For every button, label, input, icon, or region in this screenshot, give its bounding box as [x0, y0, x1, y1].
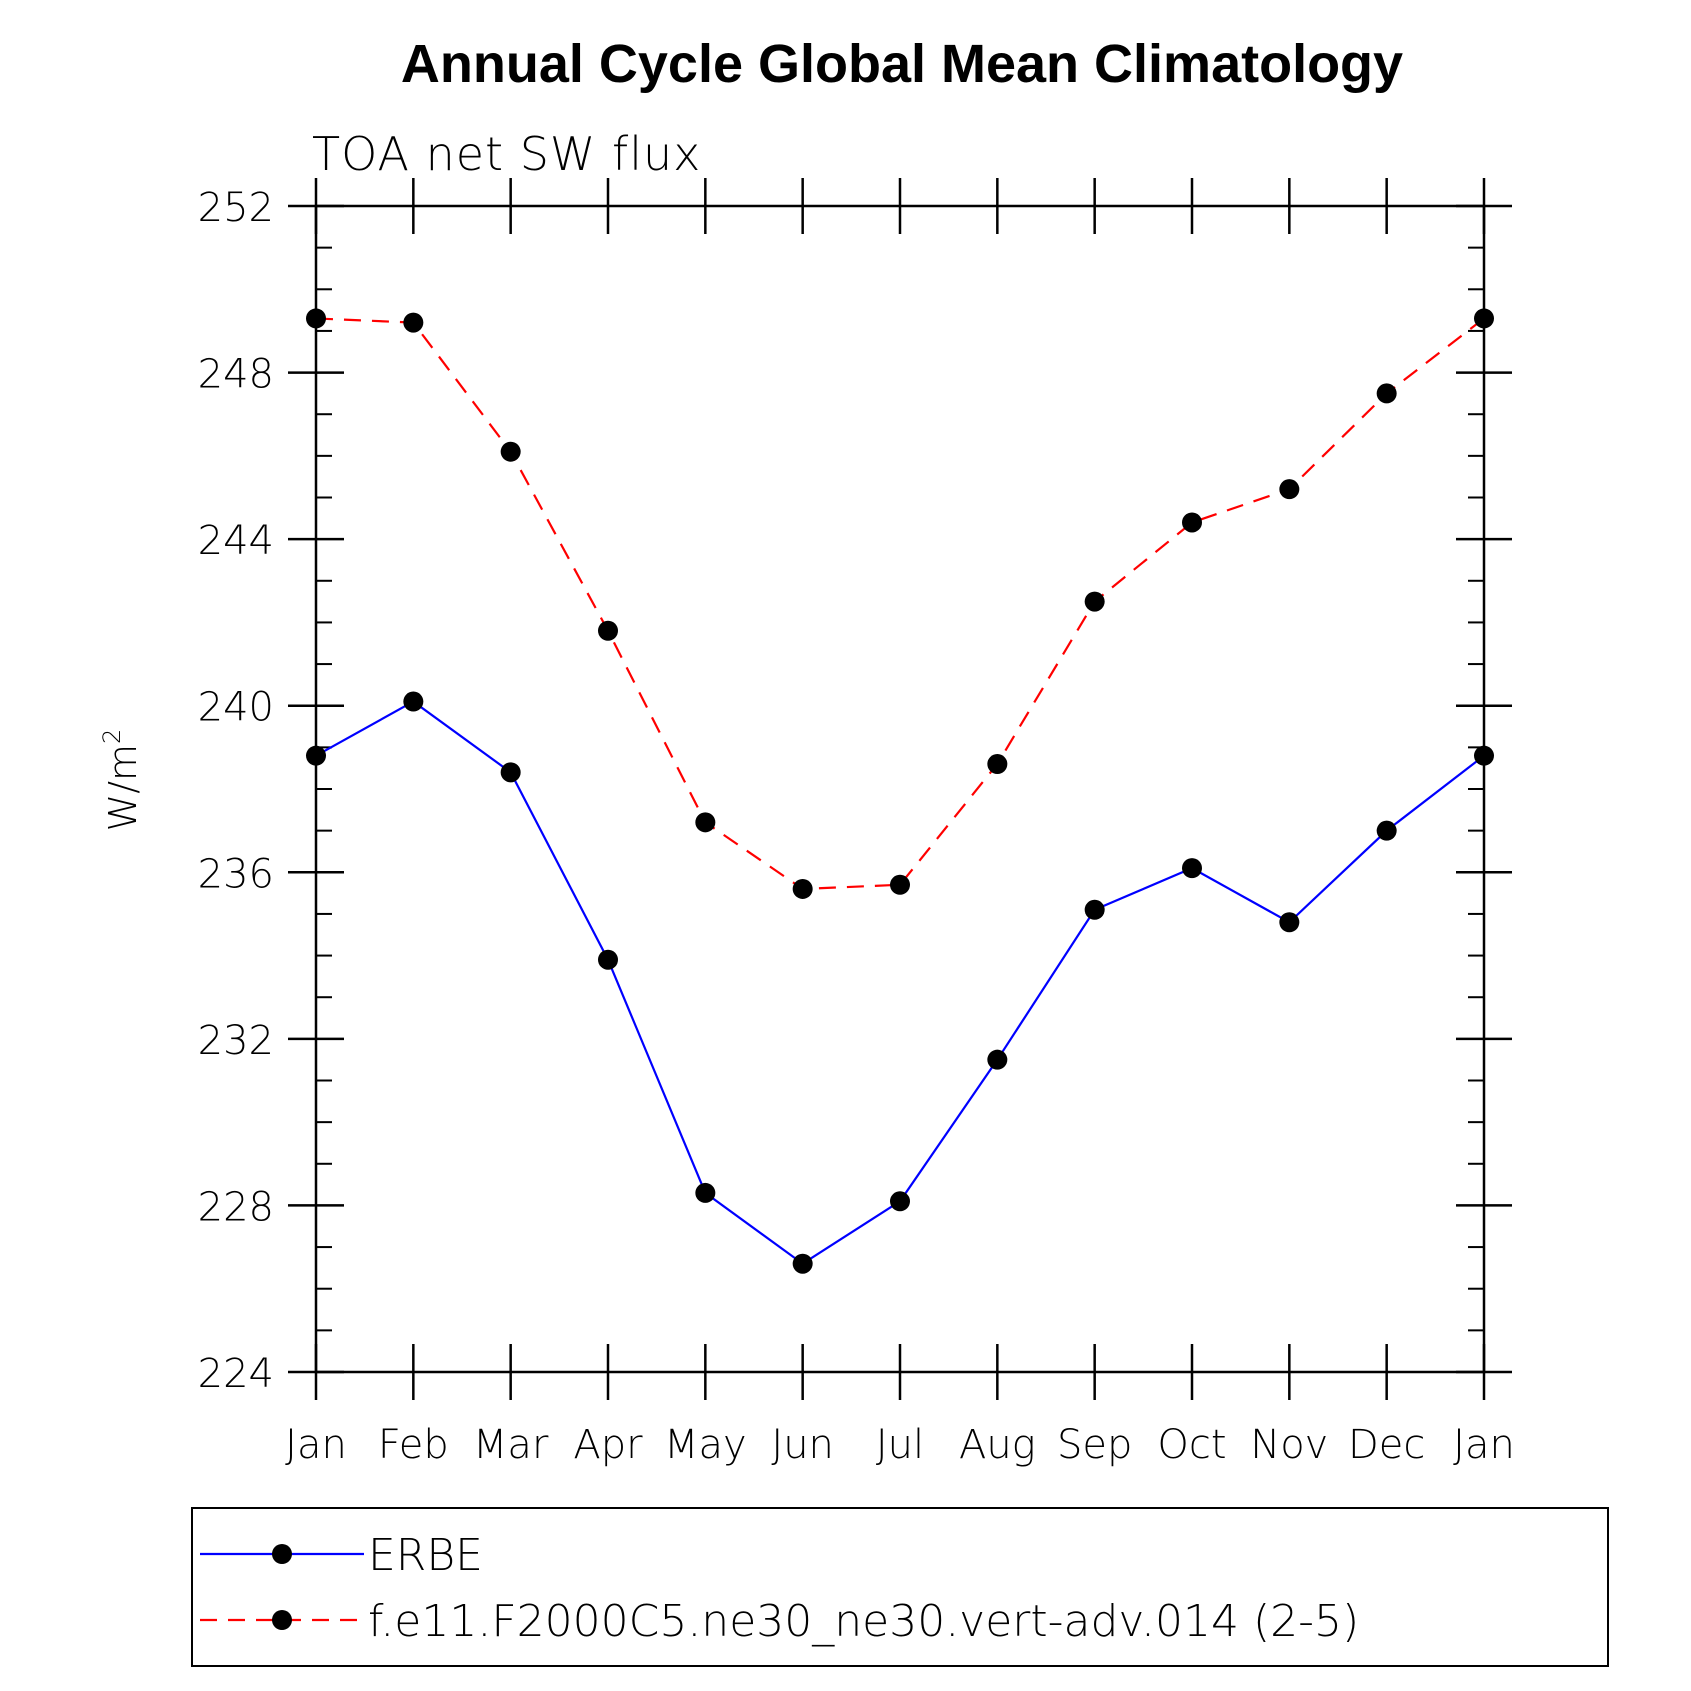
legend-box: [191, 1507, 1609, 1667]
y-tick-label-232: 232: [198, 1018, 274, 1064]
series-1-point-11: [1376, 383, 1397, 404]
plot-frame: [314, 204, 1486, 1374]
y-tick-label-240: 240: [198, 685, 274, 731]
x-tick-label-8: Sep: [1057, 1422, 1132, 1468]
y-tick-label-248: 248: [198, 352, 274, 398]
x-tick-label-10: Nov: [1250, 1422, 1328, 1468]
ticks-layer: [288, 178, 1512, 1400]
x-tick-labels: Jan Feb Mar Apr May Jun Jul Aug Sep Oct Nov Dec Jan: [285, 1422, 1515, 1468]
legend-label-erbe: ERBE: [368, 1530, 483, 1581]
y-tick-label-228: 228: [198, 1184, 274, 1230]
x-tick-label-0: Jan: [285, 1422, 347, 1468]
x-tick-label-9: Oct: [1157, 1422, 1226, 1468]
series-0-point-6: [890, 1191, 910, 1212]
series-1-point-1: [403, 312, 424, 333]
chart-title: Annual Cycle Global Mean Climatology: [401, 34, 1403, 94]
y-axis-label-text: W/m: [101, 744, 145, 831]
series-0-point-4: [695, 1182, 716, 1203]
series-0-point-2: [500, 762, 521, 783]
series-layer: [306, 308, 1494, 1274]
x-tick-label-4: May: [664, 1422, 747, 1468]
y-tick-label-236: 236: [198, 851, 274, 897]
series-1-point-10: [1279, 479, 1300, 500]
series-0-point-7: [987, 1049, 1008, 1070]
series-0-point-8: [1084, 899, 1105, 920]
series-1-point-5: [792, 878, 813, 899]
series-1-point-7: [987, 754, 1008, 775]
series-0-point-3: [598, 949, 618, 970]
x-tick-label-5: Jun: [771, 1422, 834, 1468]
y-axis-label-superscript: 2: [98, 729, 126, 744]
series-1-point-6: [890, 874, 910, 895]
legend-label-model: f.e11.F2000C5.ne30_ne30.vert-adv.014 (2-…: [368, 1596, 1359, 1647]
series-1-point-3: [598, 620, 618, 641]
series-1-point-9: [1182, 512, 1202, 533]
x-tick-label-12: Jan: [1453, 1422, 1515, 1468]
series-0-point-5: [792, 1253, 813, 1274]
y-tick-label-244: 244: [198, 518, 274, 564]
y-tick-label-252: 252: [198, 185, 274, 231]
x-tick-label-3: Apr: [573, 1422, 643, 1468]
chart-subtitle: TOA net SW flux: [312, 127, 701, 181]
legend: ERBE f.e11.F2000C5.ne30_ne30.vert-adv.01…: [191, 1507, 1609, 1667]
series-0-point-9: [1182, 858, 1202, 879]
series-line-1: [315, 317, 1485, 891]
x-tick-label-6: Jul: [876, 1422, 924, 1468]
y-tick-labels: 224 228 232 236 240 244 248 252: [198, 185, 274, 1397]
series-1-point-4: [695, 812, 716, 833]
x-tick-label-7: Aug: [959, 1422, 1036, 1468]
legend-marker-model: [272, 1610, 292, 1630]
y-axis-label: W/m2: [98, 729, 145, 832]
series-0-point-10: [1279, 912, 1300, 933]
series-line-0: [315, 700, 1485, 1266]
x-tick-label-1: Feb: [378, 1422, 449, 1468]
series-0-point-11: [1376, 820, 1397, 841]
x-tick-label-11: Dec: [1348, 1422, 1425, 1468]
x-tick-label-2: Mar: [473, 1422, 549, 1468]
series-1-point-8: [1084, 591, 1105, 612]
series-0-point-1: [403, 691, 424, 712]
y-tick-label-224: 224: [198, 1351, 274, 1397]
series-1-point-2: [500, 441, 521, 462]
legend-marker-erbe: [272, 1544, 292, 1564]
